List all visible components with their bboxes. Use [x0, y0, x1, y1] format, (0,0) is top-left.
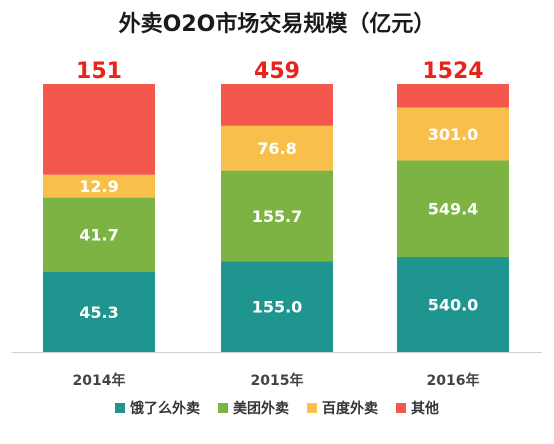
bar-segment [43, 84, 155, 175]
bar-segment [397, 257, 509, 352]
bar-segment [43, 197, 155, 272]
legend-label: 其他 [411, 401, 439, 417]
x-tick-label: 2016年 [427, 372, 480, 389]
legend-swatch [115, 403, 125, 413]
data-label: 155.7 [252, 207, 303, 226]
x-tick-label: 2014年 [73, 372, 126, 389]
bar-segment [397, 107, 509, 161]
bar-segment [43, 271, 155, 352]
data-label: 155.0 [252, 298, 303, 317]
legend-swatch [218, 403, 228, 413]
data-label: 41.7 [79, 226, 118, 245]
data-label: 45.3 [79, 303, 118, 322]
legend-item: 百度外卖 [307, 398, 378, 418]
legend-label: 美团外卖 [233, 401, 289, 417]
legend-item: 其他 [396, 398, 439, 418]
total-label: 1524 [422, 59, 483, 84]
bar-segment [221, 84, 333, 126]
chart-title: 外卖O2O市场交易规模（亿元） [118, 12, 436, 37]
legend-swatch [307, 403, 317, 413]
bar-segment [397, 160, 509, 258]
data-label: 76.8 [257, 139, 296, 158]
data-label: 549.4 [428, 200, 479, 219]
bar-segment [221, 170, 333, 262]
data-label: 301.0 [428, 125, 479, 144]
bar-segment [43, 174, 155, 198]
legend-item: 饿了么外卖 [115, 398, 200, 418]
legend-label: 饿了么外卖 [130, 401, 200, 417]
data-label: 540.0 [428, 296, 479, 315]
bar-segment [221, 125, 333, 171]
legend-item: 美团外卖 [218, 398, 289, 418]
bar-segment [397, 84, 509, 108]
legend-swatch [396, 403, 406, 413]
data-label: 12.9 [79, 177, 118, 196]
x-tick-label: 2015年 [251, 372, 304, 389]
total-label: 459 [254, 59, 300, 84]
legend-label: 百度外卖 [322, 401, 378, 417]
bar-segment [221, 261, 333, 352]
legend: 饿了么外卖 美团外卖 百度外卖 其他 [0, 398, 554, 418]
total-label: 151 [76, 59, 122, 84]
